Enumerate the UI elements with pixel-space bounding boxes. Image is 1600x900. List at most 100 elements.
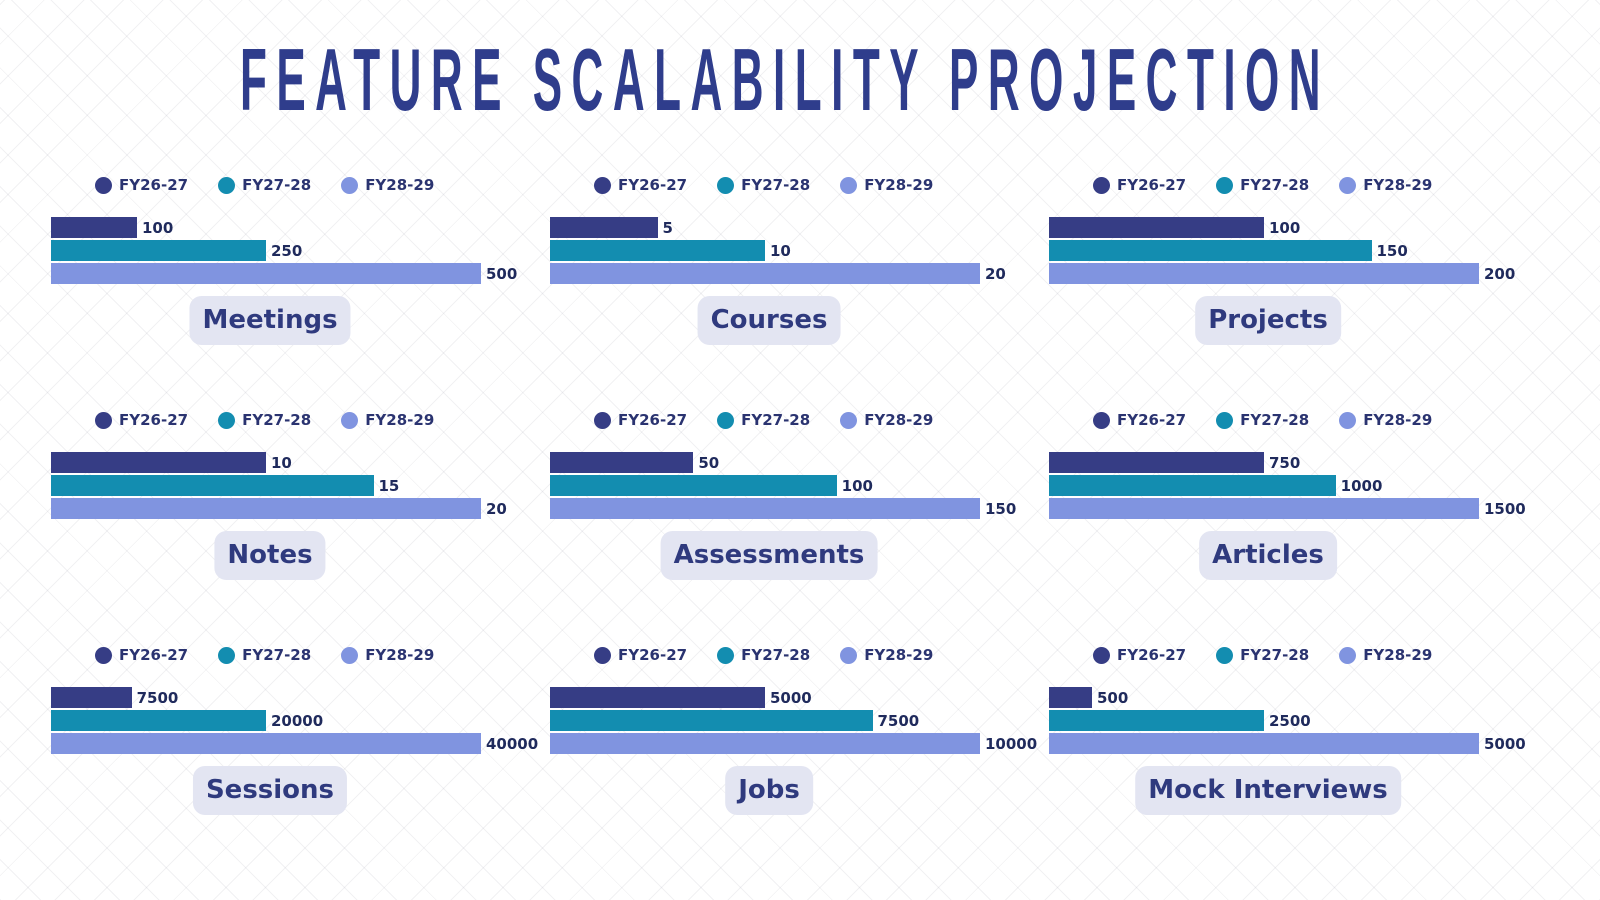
legend-label: FY28-29 — [1363, 176, 1433, 194]
legend-dot-icon — [95, 411, 112, 429]
chart-panel-sessions: FY26-27 FY27-28 FY28-29 7500 20000 40000 Sessi… — [51, 643, 551, 863]
legend-dot-icon — [1216, 411, 1234, 429]
legend-dot-icon — [840, 646, 858, 664]
legend-item: FY27-28 — [218, 646, 311, 664]
bar — [1049, 475, 1336, 496]
legend-item: FY27-28 — [717, 411, 810, 429]
data-label: 5000 — [1484, 735, 1526, 753]
legend-item: FY27-28 — [1216, 411, 1309, 429]
data-label: 250 — [271, 242, 303, 260]
bar — [51, 498, 481, 519]
legend-dot-icon — [218, 176, 236, 194]
legend-label: FY28-29 — [365, 646, 435, 664]
data-label: 7500 — [136, 689, 179, 707]
legend-item: FY28-29 — [1339, 176, 1432, 194]
bar — [1049, 217, 1264, 238]
legend: FY26-27 FY27-28 FY28-29 — [594, 643, 933, 667]
bar — [550, 263, 980, 284]
chart-title: Notes — [214, 531, 326, 580]
bar — [1049, 687, 1092, 708]
data-label: 750 — [1269, 454, 1301, 472]
legend-label: FY27-28 — [741, 411, 811, 429]
legend-dot-icon — [1093, 176, 1110, 194]
legend-item: FY28-29 — [341, 646, 434, 664]
legend-dot-icon — [717, 176, 735, 194]
legend-label: FY26-27 — [618, 411, 688, 429]
chart-panel-courses: FY26-27 FY27-28 FY28-29 5 10 20 Courses — [550, 173, 1050, 393]
chart-title: Projects — [1195, 296, 1341, 345]
data-label: 150 — [1376, 242, 1408, 260]
chart-title: Jobs — [725, 766, 813, 815]
legend-item: FY27-28 — [1216, 176, 1309, 194]
page-title: FEATURE SCALABILITY PROJECTION — [239, 30, 1331, 129]
bar — [51, 240, 266, 261]
data-label: 20000 — [271, 712, 324, 730]
legend-dot-icon — [218, 646, 236, 664]
legend-dot-icon — [717, 646, 735, 664]
bar — [550, 452, 694, 473]
legend-dot-icon — [1339, 646, 1357, 664]
legend-item: FY26-27 — [1093, 176, 1186, 194]
chart-title: Courses — [697, 296, 841, 345]
legend-dot-icon — [1339, 411, 1357, 429]
bar — [550, 498, 980, 519]
legend-dot-icon — [594, 411, 611, 429]
bar — [1049, 263, 1479, 284]
legend-dot-icon — [717, 411, 735, 429]
legend-item: FY27-28 — [218, 411, 311, 429]
legend-item: FY27-28 — [717, 176, 810, 194]
legend-label: FY26-27 — [1117, 176, 1187, 194]
legend: FY26-27 FY27-28 FY28-29 — [1093, 173, 1432, 197]
legend-dot-icon — [1093, 411, 1110, 429]
data-label: 100 — [142, 219, 174, 237]
legend: FY26-27 FY27-28 FY28-29 — [1093, 643, 1432, 667]
legend-item: FY26-27 — [1093, 646, 1186, 664]
data-label: 1000 — [1340, 477, 1383, 495]
chart-title: Mock Interviews — [1135, 766, 1401, 815]
legend-label: FY26-27 — [1117, 411, 1187, 429]
data-label: 50 — [698, 454, 720, 472]
legend-dot-icon — [1339, 176, 1357, 194]
legend-item: FY26-27 — [95, 176, 188, 194]
legend-item: FY27-28 — [717, 646, 810, 664]
bar — [1049, 733, 1479, 754]
data-label: 2500 — [1269, 712, 1311, 730]
bar — [1049, 710, 1264, 731]
bar — [51, 452, 266, 473]
legend-label: FY28-29 — [864, 176, 934, 194]
chart-panel-projects: FY26-27 FY27-28 FY28-29 100 150 200 Projects — [1049, 173, 1549, 393]
data-label: 40000 — [486, 735, 539, 753]
data-label: 150 — [985, 500, 1017, 518]
legend-dot-icon — [1093, 646, 1110, 664]
chart-title: Articles — [1199, 531, 1337, 580]
data-label: 10 — [770, 242, 791, 260]
bar — [51, 263, 481, 284]
legend-label: FY27-28 — [741, 646, 811, 664]
data-label: 5000 — [770, 689, 812, 707]
data-label: 10 — [271, 454, 292, 472]
legend-item: FY28-29 — [1339, 646, 1432, 664]
legend-item: FY26-27 — [594, 646, 687, 664]
legend-dot-icon — [95, 176, 112, 194]
bar — [51, 217, 137, 238]
legend-label: FY27-28 — [1240, 646, 1310, 664]
legend-label: FY26-27 — [618, 176, 688, 194]
chart-panel-assessments: FY26-27 FY27-28 FY28-29 50 100 150 Assessments — [550, 408, 1050, 628]
legend-dot-icon — [1216, 646, 1234, 664]
chart-panel-notes: FY26-27 FY27-28 FY28-29 10 15 20 Notes — [51, 408, 551, 628]
bar — [550, 710, 873, 731]
legend-item: FY28-29 — [1339, 411, 1432, 429]
legend: FY26-27 FY27-28 FY28-29 — [1093, 408, 1432, 432]
data-label: 100 — [841, 477, 873, 495]
bar — [51, 733, 481, 754]
bar — [550, 733, 980, 754]
bar — [1049, 498, 1479, 519]
legend-dot-icon — [840, 411, 858, 429]
data-label: 1500 — [1484, 500, 1526, 518]
data-label: 500 — [486, 265, 518, 283]
bar — [51, 475, 374, 496]
bar — [1049, 240, 1372, 261]
legend-item: FY26-27 — [95, 646, 188, 664]
legend-item: FY26-27 — [594, 176, 687, 194]
legend-item: FY27-28 — [218, 176, 311, 194]
